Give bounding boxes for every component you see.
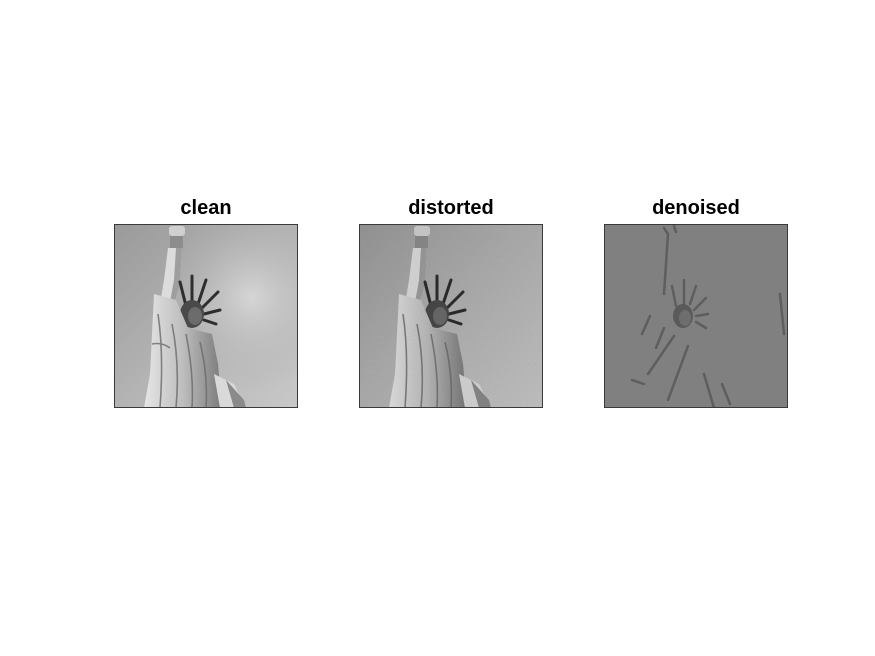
denoised-image <box>604 224 788 408</box>
denoised-image-border <box>604 224 788 408</box>
panel-clean: clean <box>114 194 298 408</box>
distorted-image-border <box>359 224 543 408</box>
clean-image <box>114 224 298 408</box>
panel-denoised: denoised <box>604 194 788 408</box>
clean-image-border <box>114 224 298 408</box>
panel-distorted: distorted <box>359 194 543 408</box>
panel-title-clean: clean <box>180 197 232 219</box>
panel-title-denoised: denoised <box>652 197 740 219</box>
panel-title-distorted: distorted <box>408 197 494 219</box>
distorted-image <box>359 224 543 408</box>
